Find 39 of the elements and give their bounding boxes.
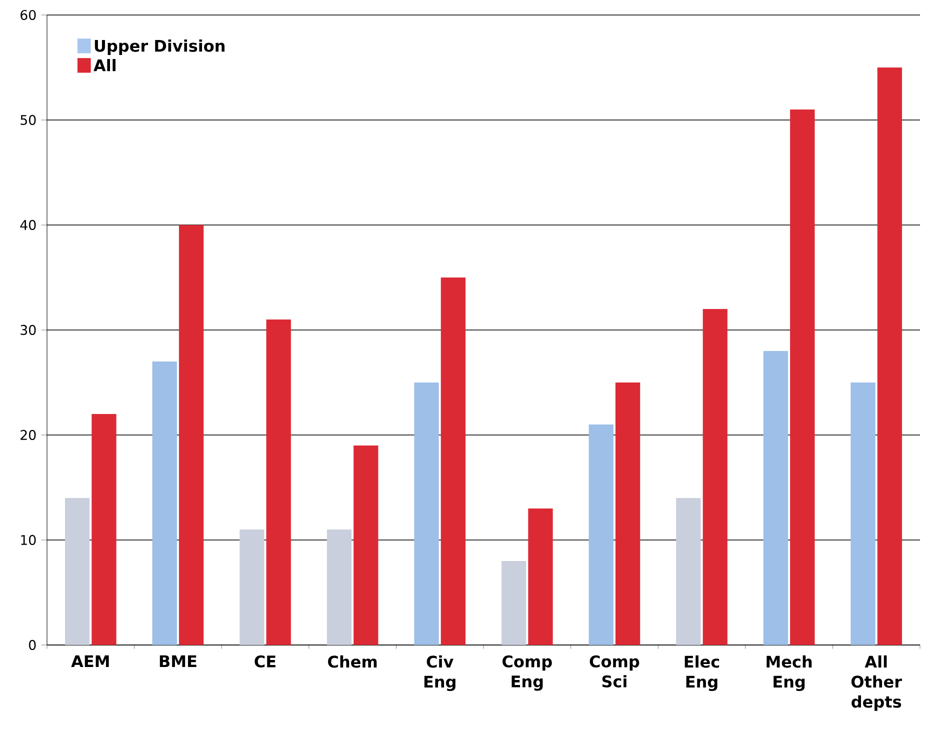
y-tick-label: 60 — [20, 10, 36, 20]
x-tick-label: All Other depts — [851, 655, 902, 711]
bar — [266, 319, 291, 645]
x-tick-label: Mech Eng — [766, 655, 812, 691]
bar — [790, 109, 815, 645]
bar — [440, 277, 466, 645]
y-tick-label: 40 — [20, 220, 36, 230]
x-tick-label: Elec Eng — [684, 655, 720, 691]
x-tick-label: Chem — [328, 655, 377, 668]
bar — [588, 424, 614, 645]
legend-label: Upper Division — [94, 40, 224, 55]
x-tick-label: AEM — [71, 655, 109, 668]
bar — [877, 67, 902, 645]
x-tick-label: CE — [254, 655, 276, 668]
bar — [702, 308, 728, 645]
y-tick-label: 0 — [29, 640, 36, 650]
bar — [152, 361, 177, 645]
bar — [178, 224, 204, 645]
y-tick-label: 50 — [20, 114, 36, 126]
bar — [354, 445, 378, 645]
y-tick-label: 20 — [20, 430, 36, 440]
bar — [850, 382, 876, 645]
y-tick-label: 10 — [21, 534, 36, 546]
bar — [501, 560, 526, 645]
bar — [615, 382, 640, 645]
bar — [414, 382, 439, 645]
bar — [326, 529, 352, 645]
x-tick-label: Civ Eng — [424, 655, 456, 691]
legend-label: All — [94, 58, 116, 72]
x-tick-label: Comp Eng — [502, 655, 552, 691]
bar — [240, 529, 264, 645]
bar — [676, 498, 701, 645]
bar — [64, 498, 90, 645]
bar — [528, 508, 553, 645]
bar — [763, 350, 788, 645]
y-tick-label: 30 — [20, 324, 36, 336]
x-tick-label: BME — [160, 655, 196, 668]
x-tick-label: Comp Sci — [590, 655, 640, 688]
bar — [92, 414, 116, 645]
